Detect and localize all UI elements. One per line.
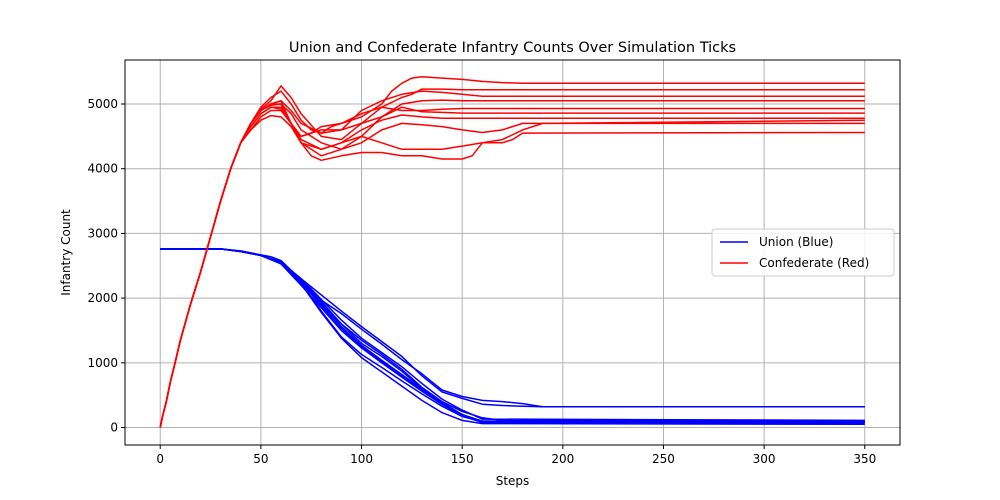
- union-series-line-9: [160, 248, 865, 423]
- x-tick-label: 150: [451, 452, 474, 466]
- legend-label: Union (Blue): [759, 235, 833, 249]
- ticks: 0 50 100 150 200 250 300 350 0 1000 2000 3000 4000 50…: [87, 97, 876, 466]
- x-tick-label: 300: [753, 452, 776, 466]
- plot-frame: [124, 59, 901, 446]
- x-axis-label: Steps: [496, 474, 530, 488]
- series-layer: [159, 76, 865, 428]
- legend-frame: [711, 228, 895, 277]
- x-tick-label: 200: [551, 452, 574, 466]
- union-series-line-0: [160, 248, 865, 408]
- confederate-series-line-19: [159, 100, 865, 428]
- y-tick-label: 0: [110, 421, 118, 435]
- chart-title: Union and Confederate Infantry Counts Ov…: [289, 40, 736, 56]
- legend: Union (Blue) Confederate (Red): [711, 228, 895, 277]
- legend-label: Confederate (Red): [759, 256, 869, 270]
- y-tick-label: 1000: [87, 356, 118, 370]
- x-tick-label: 50: [253, 452, 268, 466]
- y-axis-label: Infantry Count: [59, 209, 73, 296]
- x-tick-label: 0: [156, 452, 164, 466]
- y-tick-label: 5000: [87, 97, 118, 111]
- y-tick-label: 2000: [87, 291, 118, 305]
- y-tick-label: 3000: [87, 226, 118, 240]
- y-tick-label: 4000: [87, 162, 118, 176]
- x-tick-label: 250: [652, 452, 675, 466]
- x-tick-label: 350: [853, 452, 876, 466]
- x-tick-label: 100: [350, 452, 373, 466]
